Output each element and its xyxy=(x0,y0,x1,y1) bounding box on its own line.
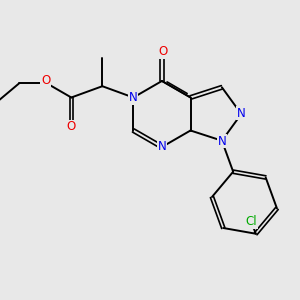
Text: O: O xyxy=(158,45,167,58)
Text: N: N xyxy=(218,135,226,148)
Text: O: O xyxy=(67,120,76,133)
Text: Cl: Cl xyxy=(246,215,257,228)
Text: N: N xyxy=(129,91,138,104)
Text: N: N xyxy=(237,107,246,120)
Text: N: N xyxy=(158,140,166,154)
Text: O: O xyxy=(41,74,50,87)
